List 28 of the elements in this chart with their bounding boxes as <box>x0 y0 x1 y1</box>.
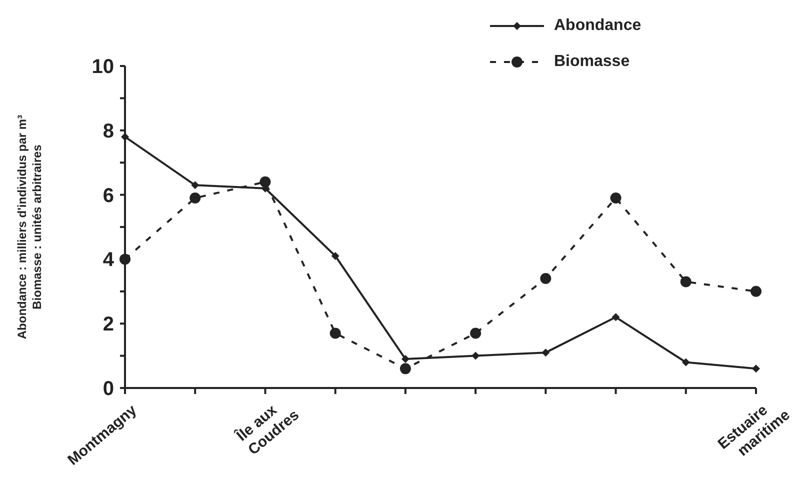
point <box>470 328 482 339</box>
point <box>472 352 480 360</box>
point <box>680 276 692 288</box>
point <box>540 273 552 284</box>
point <box>260 176 271 188</box>
y-tick-label: 4 <box>102 249 115 272</box>
point <box>750 286 762 297</box>
point <box>120 254 130 265</box>
y-tick-label: 10 <box>92 56 114 78</box>
point <box>121 132 129 141</box>
point <box>401 355 410 364</box>
point <box>682 358 690 366</box>
legend-label: Abondance <box>554 17 642 35</box>
point <box>752 364 760 373</box>
point <box>191 181 200 190</box>
y-tick-label: 0 <box>102 378 114 400</box>
y-tick-label: 6 <box>102 184 114 207</box>
point <box>190 192 201 204</box>
point <box>610 192 622 204</box>
point <box>542 348 550 357</box>
point <box>331 252 340 260</box>
y-tick-label: 2 <box>102 314 114 336</box>
y-axis-title: Abondance : milliers d'individus par m³ Biomasse : unités arbitraires <box>15 114 45 340</box>
point <box>330 328 341 339</box>
point <box>400 363 411 374</box>
point <box>612 313 620 322</box>
legend-label: Biomasse <box>554 53 630 71</box>
y-tick-label: 8 <box>102 120 114 142</box>
